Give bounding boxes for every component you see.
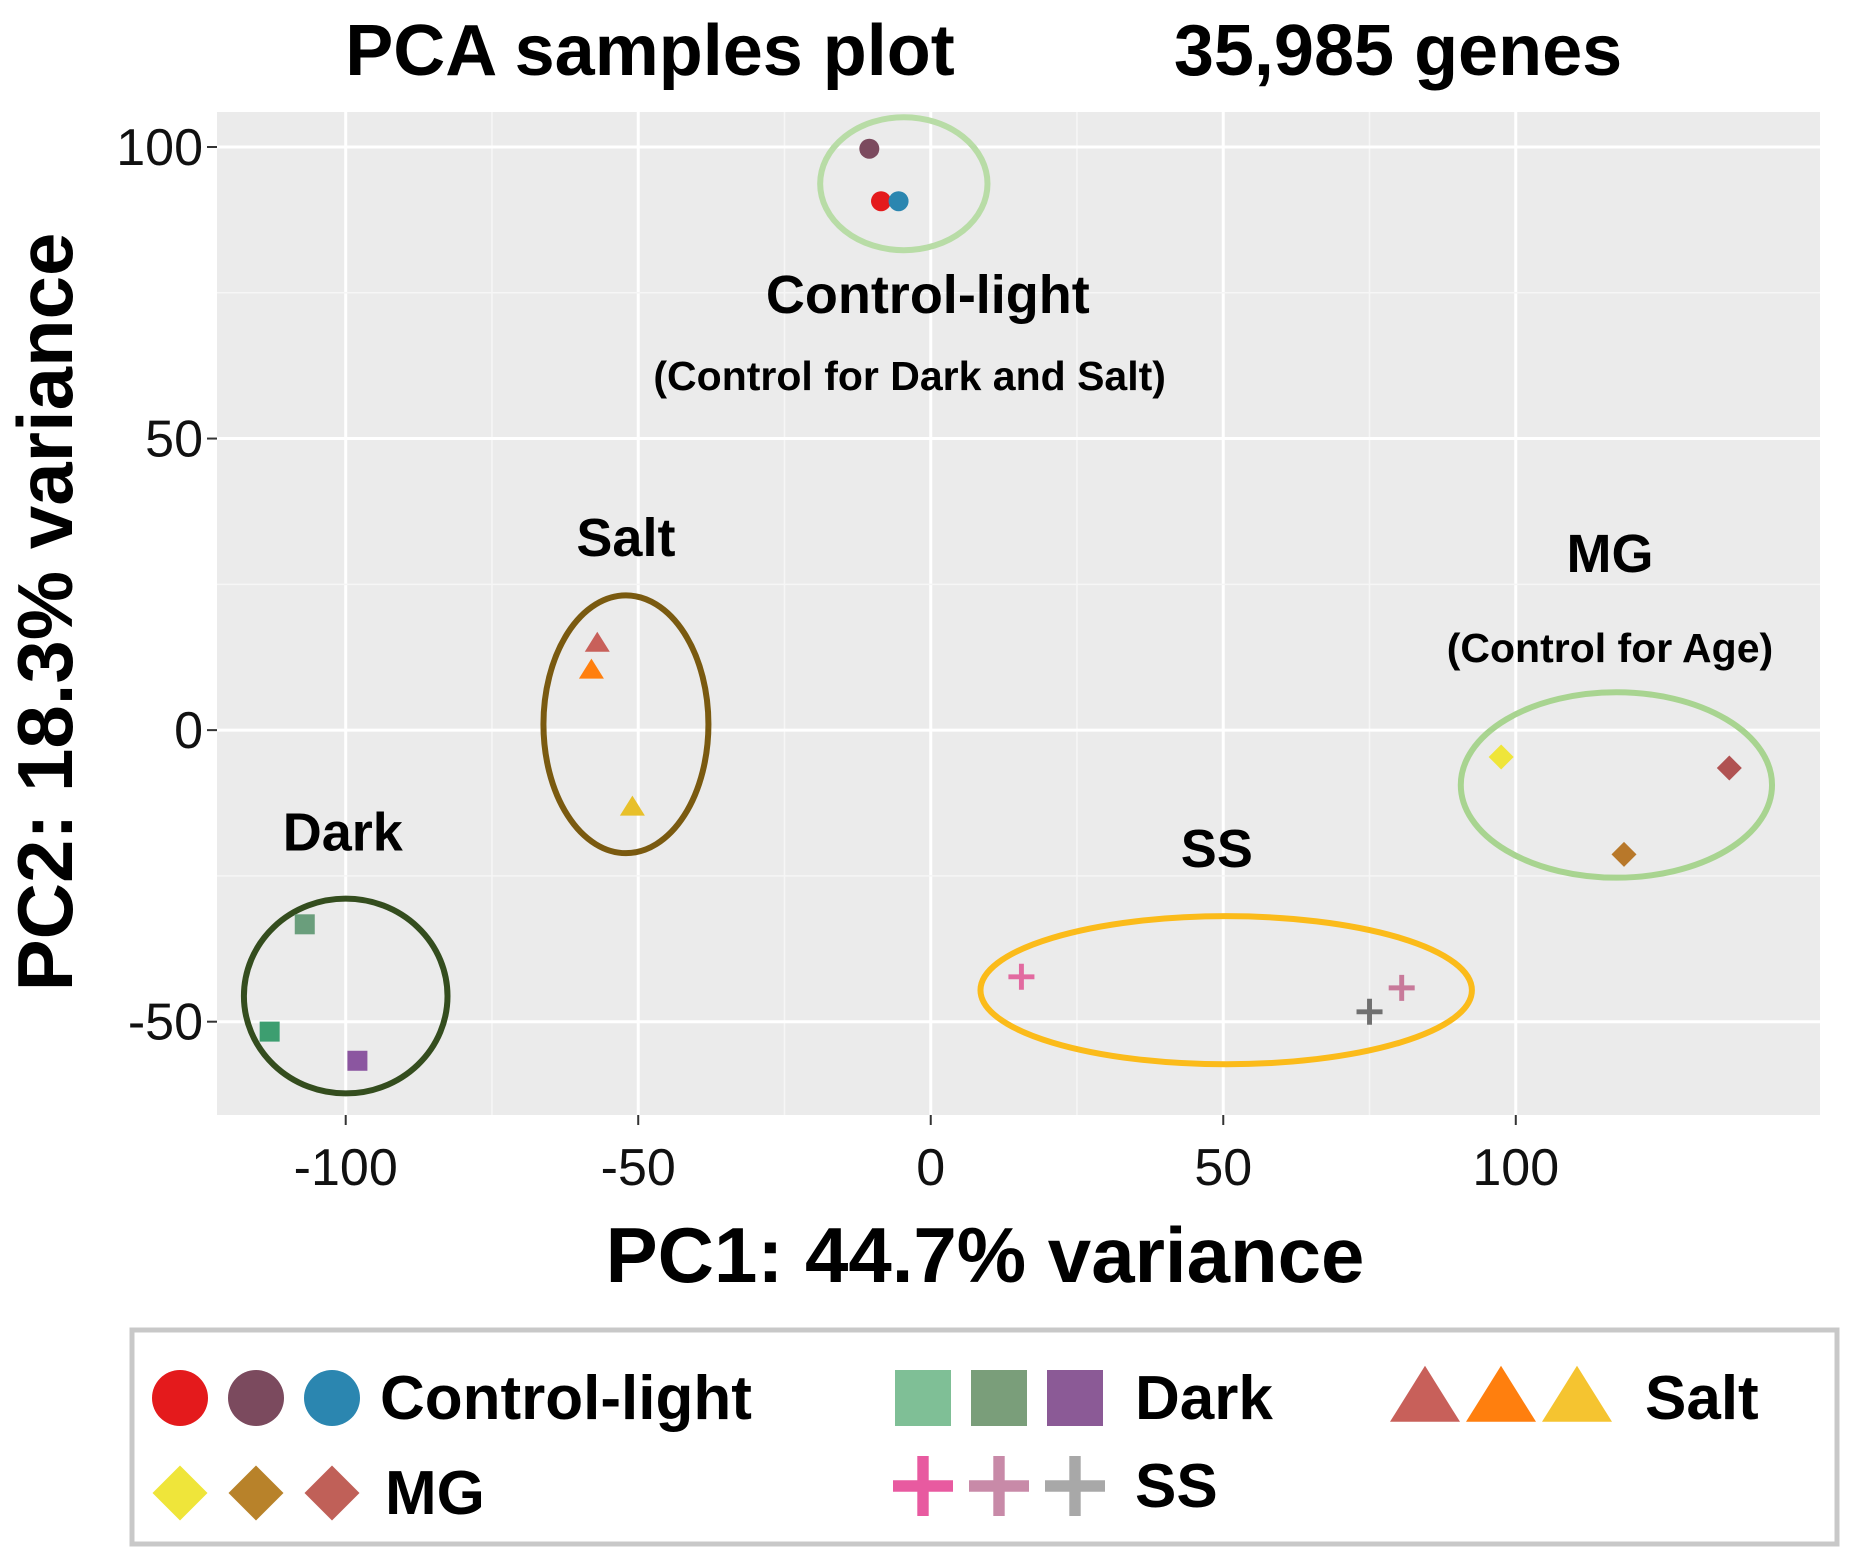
chart-subtitle: 35,985 genes <box>1174 11 1622 91</box>
cluster-annotation: (Control for Age) <box>1447 625 1773 671</box>
point-control-light <box>888 191 909 212</box>
legend-swatch-ss <box>1045 1456 1105 1516</box>
point-mg <box>1488 744 1514 770</box>
point-control-light <box>871 191 892 212</box>
point-control-light <box>859 138 880 159</box>
data-points <box>259 138 1742 1071</box>
legend-swatch-dark <box>1047 1370 1103 1426</box>
y-axis-label: PC2: 18.3% variance <box>1 233 89 992</box>
point-mg <box>1716 755 1742 781</box>
cluster-ellipse-mg <box>1457 689 1776 881</box>
legend-swatch-dark <box>895 1370 951 1426</box>
point-dark <box>347 1050 368 1071</box>
point-ss <box>1008 963 1035 990</box>
axis-ticks: -100 -50 0 50 100 100 50 0 -50 <box>116 119 1559 1197</box>
cluster-annotation: Dark <box>283 802 404 862</box>
y-tick-label: 50 <box>145 411 203 469</box>
cluster-annotation: Control-light <box>766 265 1090 325</box>
legend-swatch-mg <box>228 1465 284 1521</box>
cluster-ellipse-salt <box>540 592 712 857</box>
legend-swatch-ss <box>893 1456 953 1516</box>
legend: Control-light Dark Salt MG SS <box>129 1327 1840 1547</box>
point-dark <box>259 1021 280 1042</box>
legend-label-ss: SS <box>1135 1452 1218 1521</box>
legend-label-dark: Dark <box>1135 1364 1273 1433</box>
x-tick-label: -50 <box>601 1139 676 1197</box>
legend-label-control-light: Control-light <box>380 1364 752 1433</box>
cluster-ellipses <box>240 114 1776 1097</box>
cluster-ellipse-control-light <box>817 114 991 254</box>
legend-label-salt: Salt <box>1645 1364 1759 1433</box>
plot-panel <box>217 112 1820 1115</box>
point-mg <box>1611 841 1637 867</box>
x-axis-label: PC1: 44.7% variance <box>606 1211 1365 1299</box>
cluster-annotation: Salt <box>576 508 675 568</box>
legend-swatch-dark <box>971 1370 1027 1426</box>
legend-swatch-salt <box>1542 1365 1612 1422</box>
y-tick-label: 0 <box>174 702 203 760</box>
legend-swatch-control-light <box>304 1370 360 1426</box>
cluster-annotations: Control-light (Control for Dark and Salt)… <box>283 265 1773 879</box>
x-tick-label: 50 <box>1194 1139 1252 1197</box>
point-salt <box>578 658 604 679</box>
cluster-ellipse-ss <box>977 913 1475 1068</box>
y-tick-label: -50 <box>128 994 203 1052</box>
cluster-annotation: SS <box>1181 819 1253 879</box>
legend-box <box>129 1327 1840 1547</box>
point-salt <box>619 795 645 816</box>
legend-label-mg: MG <box>385 1459 485 1528</box>
cluster-annotation: (Control for Dark and Salt) <box>653 353 1166 399</box>
legend-swatch-control-light <box>228 1370 284 1426</box>
x-tick-label: 100 <box>1472 1139 1559 1197</box>
legend-swatch-mg <box>152 1465 208 1521</box>
chart-title: PCA samples plot <box>345 11 954 91</box>
legend-swatch-salt <box>1466 1365 1536 1422</box>
x-tick-label: -100 <box>294 1139 398 1197</box>
point-ss <box>1388 974 1415 1001</box>
grid-lines <box>217 112 1820 1115</box>
y-tick-label: 100 <box>116 119 203 177</box>
legend-swatch-control-light <box>152 1370 208 1426</box>
cluster-annotation: MG <box>1566 524 1653 584</box>
legend-swatch-ss <box>969 1456 1029 1516</box>
x-tick-label: 0 <box>916 1139 945 1197</box>
cluster-ellipse-dark <box>240 895 451 1097</box>
point-ss <box>1356 998 1383 1025</box>
legend-swatch-mg <box>304 1465 360 1521</box>
point-salt <box>584 631 610 652</box>
legend-swatch-salt <box>1390 1365 1460 1422</box>
point-dark <box>294 914 315 935</box>
